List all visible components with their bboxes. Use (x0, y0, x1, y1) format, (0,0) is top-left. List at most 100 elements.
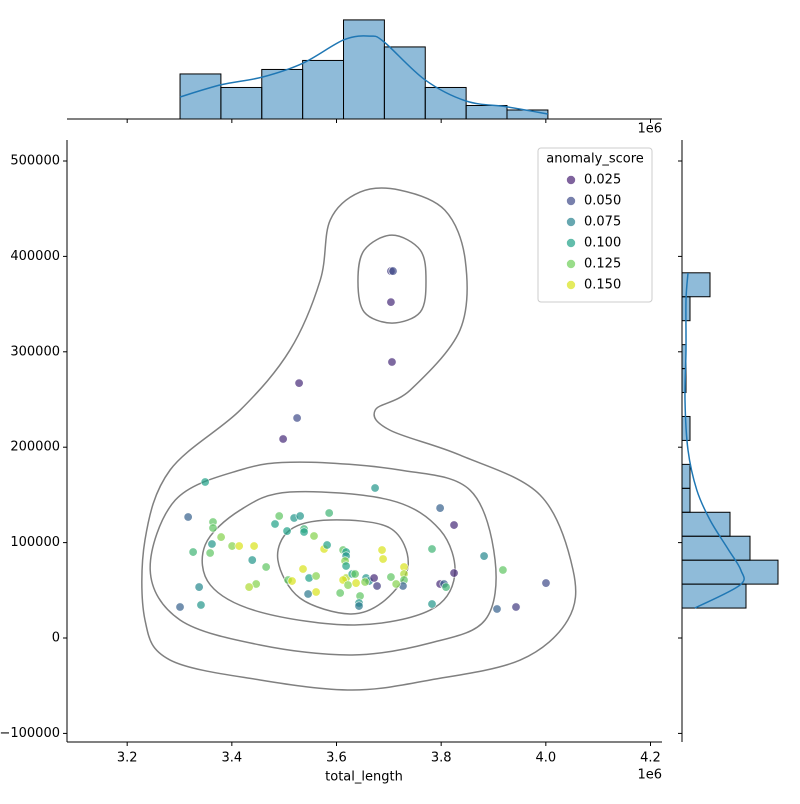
y-tick-label: 100000 (10, 535, 60, 550)
legend-marker (566, 217, 576, 227)
x-axis-label: total_length (325, 770, 403, 785)
right-hist-bar (681, 487, 691, 513)
legend-label: 0.025 (584, 173, 621, 188)
scatter-point (188, 547, 198, 557)
scatter-point (386, 297, 396, 307)
scatter-point (292, 413, 302, 423)
kde-contour (141, 187, 577, 691)
scatter-point (427, 599, 437, 609)
x-offset-label: 1e6 (637, 768, 662, 783)
scatter-point (350, 569, 360, 579)
scatter-point (377, 545, 387, 555)
x-tick-label: 4.2 (640, 751, 661, 766)
scatter-point (247, 555, 257, 565)
scatter-point (343, 580, 353, 590)
legend-label: 0.150 (584, 278, 621, 293)
scatter-point (322, 540, 332, 550)
legend-title: anomaly_score (546, 152, 644, 167)
scatter-point (282, 526, 292, 536)
scatter-point (278, 434, 288, 444)
scatter-point (311, 571, 321, 581)
scatter-point (341, 561, 351, 571)
top-x-offset-label: 1e6 (637, 122, 662, 137)
scatter-point (200, 477, 210, 487)
scatter-point (360, 577, 370, 587)
legend-marker (566, 259, 576, 269)
kde-contour (357, 234, 427, 324)
x-tick-label: 3.4 (221, 751, 242, 766)
legend: anomaly_score 0.025 0.050 0.075 0.100 0.125 0.… (537, 147, 653, 303)
kde-contour (149, 461, 497, 656)
x-tick-label: 3.6 (326, 751, 347, 766)
scatter-point (498, 565, 508, 575)
kde-contour (201, 490, 456, 626)
scatter-point (435, 503, 445, 513)
scatter-point (479, 551, 489, 561)
top-hist-bar (465, 104, 508, 120)
right-hist-bar (681, 535, 751, 561)
legend-label: 0.125 (584, 257, 621, 272)
scatter-point (386, 572, 396, 582)
scatter-point (309, 531, 319, 541)
top-hist-bar (179, 73, 222, 120)
right-hist-bar (681, 511, 731, 537)
top-hist-bar (343, 19, 385, 120)
legend-marker (566, 280, 576, 290)
scatter-point (183, 512, 193, 522)
scatter-point (261, 562, 271, 572)
right-hist-bar (681, 272, 711, 298)
scatter-point (299, 527, 309, 537)
right-kde-line (684, 273, 745, 609)
scatter-point (303, 589, 313, 599)
legend-label: 0.050 (584, 194, 621, 209)
scatter-point (449, 520, 459, 530)
scatter-point (298, 564, 308, 574)
scatter-point (194, 582, 204, 592)
scatter-point (378, 554, 388, 564)
legend-marker (566, 196, 576, 206)
scatter-point (244, 582, 254, 592)
top-hist-bar (383, 46, 426, 120)
scatter-point (511, 602, 521, 612)
x-tick-label: 4.0 (535, 751, 556, 766)
scatter-point (387, 357, 397, 367)
scatter-point (441, 582, 451, 592)
scatter-point (492, 604, 502, 614)
top-hist-bar (220, 86, 263, 120)
scatter-point (388, 266, 398, 276)
scatter-point (369, 573, 379, 583)
scatter-point (234, 541, 244, 551)
scatter-point (324, 508, 334, 518)
scatter-point (335, 588, 345, 598)
top-hist-bar (506, 109, 549, 120)
scatter-point (370, 483, 380, 493)
scatter-point (270, 519, 280, 529)
scatter-point (249, 541, 259, 551)
x-tick-label: 3.2 (117, 751, 138, 766)
legend-label: 0.075 (584, 215, 621, 230)
legend-label: 0.100 (584, 236, 621, 251)
right-hist-bar (681, 463, 691, 489)
scatter-point (295, 511, 305, 521)
legend-marker (566, 175, 576, 185)
top-hist-bar (261, 68, 304, 120)
scatter-point (354, 601, 364, 611)
y-tick-label: 500000 (10, 153, 60, 168)
scatter-point (351, 578, 361, 588)
scatter-point (294, 378, 304, 388)
scatter-point (311, 587, 321, 597)
x-tick-label: 3.8 (431, 751, 452, 766)
scatter-point (175, 602, 185, 612)
scatter-point (216, 532, 226, 542)
top-kde-line (179, 35, 549, 115)
scatter-point (541, 578, 551, 588)
scatter-point (449, 568, 459, 578)
scatter-point (427, 544, 437, 554)
scatter-point (372, 581, 382, 591)
scatter-point (205, 548, 215, 558)
scatter-point (196, 600, 206, 610)
scatter-point (391, 579, 401, 589)
top-hist-bar (302, 59, 345, 120)
